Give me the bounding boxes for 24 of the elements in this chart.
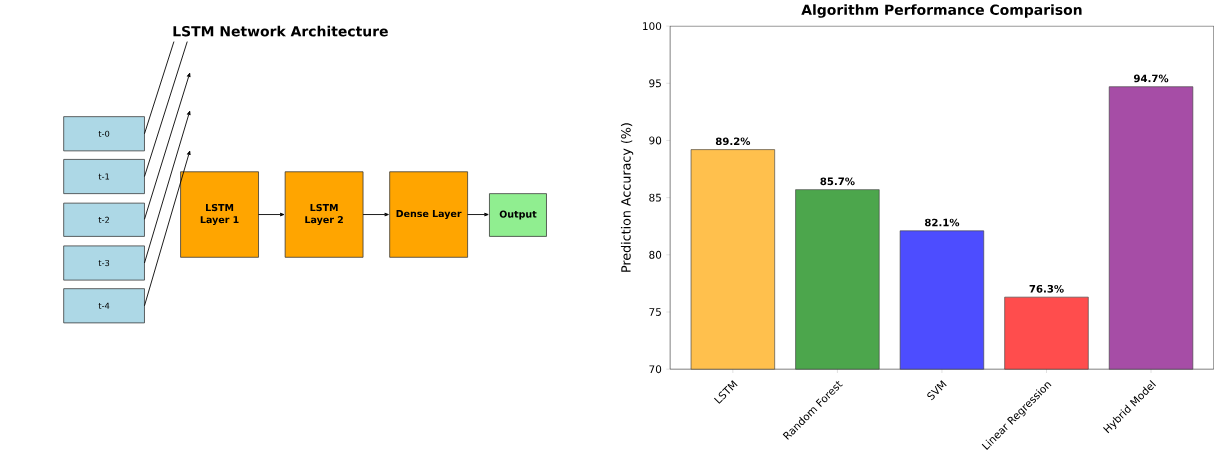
text: t-1 bbox=[98, 173, 110, 180]
y-tick-label: 85 bbox=[649, 193, 661, 202]
text: LSTM Layer 2 bbox=[305, 203, 343, 225]
y-tick-label: 100 bbox=[643, 21, 662, 30]
data-label: 76.3% bbox=[1029, 284, 1064, 293]
text: Output bbox=[499, 210, 537, 220]
text: LSTM Layer 1 bbox=[200, 203, 239, 225]
y-axis-title: Prediction Accuracy (%) bbox=[620, 123, 634, 272]
text: LSTM Network Architecture bbox=[173, 25, 388, 37]
text: Dense Layer bbox=[396, 209, 462, 219]
data-label: 85.7% bbox=[820, 177, 855, 185]
y-tick-label: 90 bbox=[649, 136, 662, 145]
y-tick-label: 70 bbox=[649, 365, 662, 373]
data-label: 89.2% bbox=[715, 137, 751, 145]
y-tick-label: 80 bbox=[649, 250, 662, 259]
chart-title: Algorithm Performance Comparison bbox=[801, 4, 1082, 18]
y-tick-label: 95 bbox=[649, 79, 661, 88]
data-label: 82.1% bbox=[924, 218, 960, 227]
text: t-2 bbox=[98, 216, 109, 223]
y-tick-label: 75 bbox=[649, 307, 661, 316]
text: t-3 bbox=[98, 259, 110, 266]
data-label: 94.7% bbox=[1133, 74, 1169, 83]
text: t-4 bbox=[98, 302, 110, 309]
text: t-0 bbox=[98, 130, 110, 137]
